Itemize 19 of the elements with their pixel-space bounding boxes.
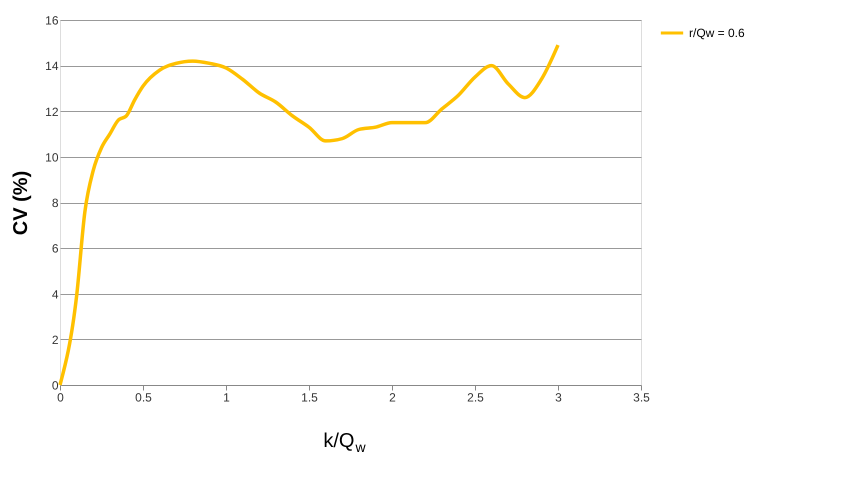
line-series [58, 43, 560, 387]
x-tick-label: 3.5 [633, 390, 650, 404]
y-tick-label: 4 [52, 287, 59, 302]
x-tick-label: 2 [389, 390, 396, 404]
y-tick-label: 12 [45, 104, 59, 119]
y-tick-label: 0 [52, 378, 59, 392]
y-axis-title: CV (%) [10, 170, 32, 236]
y-tick-label: 14 [45, 59, 59, 74]
y-tick-label: 10 [45, 150, 59, 164]
y-tick-label: 16 [45, 14, 59, 28]
x-tick-label: 0.5 [135, 390, 152, 404]
x-tick-label: 2.5 [467, 390, 484, 404]
y-tick-label: 2 [52, 332, 59, 347]
x-tick-label: 1.5 [301, 390, 318, 404]
y-tick-label: 6 [52, 242, 59, 256]
x-tick-label: 3 [555, 390, 562, 404]
x-tick-label: 1 [223, 390, 230, 404]
legend-label: r/Qw = 0.6 [689, 26, 746, 40]
y-tick-label: 8 [52, 196, 59, 210]
